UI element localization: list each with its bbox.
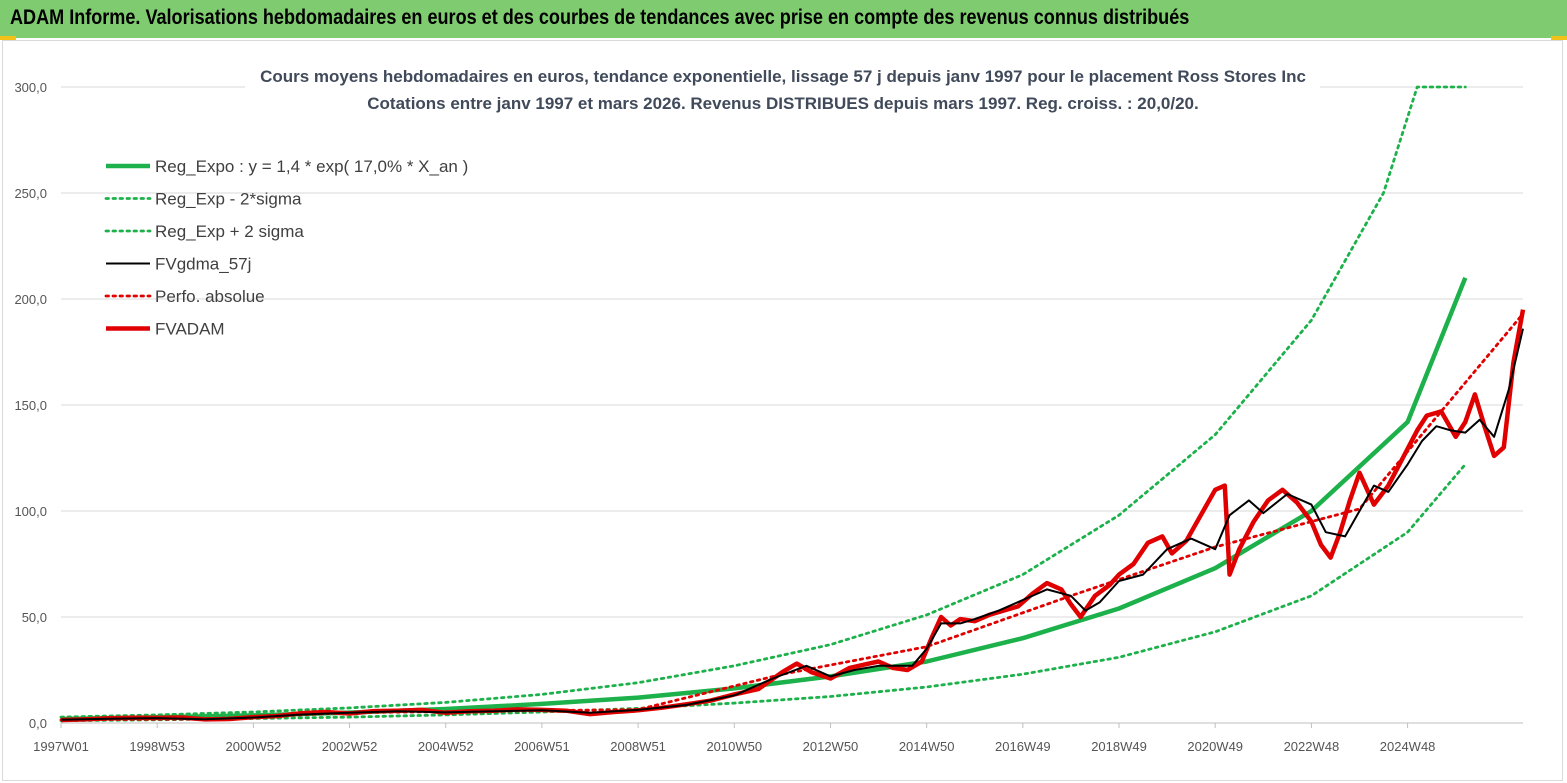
accent-bar-right bbox=[1551, 36, 1567, 40]
series-line-0 bbox=[60, 276, 1468, 722]
series-line-1 bbox=[59, 463, 1467, 723]
x-tick-label: 2010W50 bbox=[706, 739, 762, 754]
x-tick-label: 2016W49 bbox=[995, 739, 1051, 754]
y-tick-label: 50,0 bbox=[22, 610, 47, 625]
y-tick-label: 300,0 bbox=[14, 80, 47, 95]
x-tick-label: 2020W49 bbox=[1187, 739, 1243, 754]
x-tick-label: 2022W48 bbox=[1284, 739, 1340, 754]
line-chart: 0,0 50,0 100,0 150,0 200,0 250,0 300,0 1997W01… bbox=[14, 61, 1526, 754]
series-line-5 bbox=[60, 309, 1526, 723]
chart-title-line2: Cotations entre janv 1997 et mars 2026. … bbox=[367, 94, 1198, 113]
x-tick-label: 2012W50 bbox=[803, 739, 859, 754]
legend-label: FVgdma_57j bbox=[155, 255, 251, 274]
series-line-2 bbox=[59, 85, 1467, 719]
report-header: ADAM Informe. Valorisations hebdomadaire… bbox=[0, 0, 1567, 38]
series-line-3 bbox=[60, 328, 1524, 721]
x-tick-label: 2018W49 bbox=[1091, 739, 1147, 754]
legend-label: Reg_Expo : y = 1,4 * exp( 17,0% * X_an ) bbox=[155, 157, 468, 176]
title-background bbox=[245, 61, 1320, 119]
chart-title-line1: Cours moyens hebdomadaires en euros, ten… bbox=[260, 67, 1306, 86]
y-tick-label: 150,0 bbox=[14, 398, 47, 413]
x-tick-label: 2014W50 bbox=[899, 739, 955, 754]
accent-bar-left bbox=[0, 36, 16, 40]
x-tick-label: 2006W51 bbox=[514, 739, 570, 754]
x-tick-label: 2024W48 bbox=[1380, 739, 1436, 754]
gridlines bbox=[61, 86, 1523, 724]
x-tick-label: 2002W52 bbox=[322, 739, 378, 754]
legend: Reg_Expo : y = 1,4 * exp( 17,0% * X_an )… bbox=[104, 157, 468, 339]
x-tick-label: 2004W52 bbox=[418, 739, 474, 754]
series-lines bbox=[59, 85, 1526, 723]
legend-label: Reg_Exp + 2 sigma bbox=[155, 222, 304, 241]
y-tick-label: 100,0 bbox=[14, 504, 47, 519]
x-tick-label: 2008W51 bbox=[610, 739, 666, 754]
y-tick-label: 0,0 bbox=[29, 716, 47, 731]
legend-label: Perfo. absolue bbox=[155, 287, 265, 306]
x-axis-ticks: 1997W01 1998W53 2000W52 2002W52 2004W52 2006W… bbox=[33, 723, 1435, 754]
chart-frame: 0,0 50,0 100,0 150,0 200,0 250,0 300,0 1997W01… bbox=[2, 40, 1563, 781]
y-axis-ticks: 0,0 50,0 100,0 150,0 200,0 250,0 300,0 bbox=[14, 80, 47, 731]
y-tick-label: 250,0 bbox=[14, 186, 47, 201]
x-tick-label: 1998W53 bbox=[129, 739, 185, 754]
y-tick-label: 200,0 bbox=[14, 292, 47, 307]
legend-label: FVADAM bbox=[155, 320, 225, 339]
x-tick-label: 1997W01 bbox=[33, 739, 89, 754]
report-title: ADAM Informe. Valorisations hebdomadaire… bbox=[10, 6, 1190, 29]
x-tick-label: 2000W52 bbox=[226, 739, 282, 754]
legend-label: Reg_Exp - 2*sigma bbox=[155, 190, 302, 209]
